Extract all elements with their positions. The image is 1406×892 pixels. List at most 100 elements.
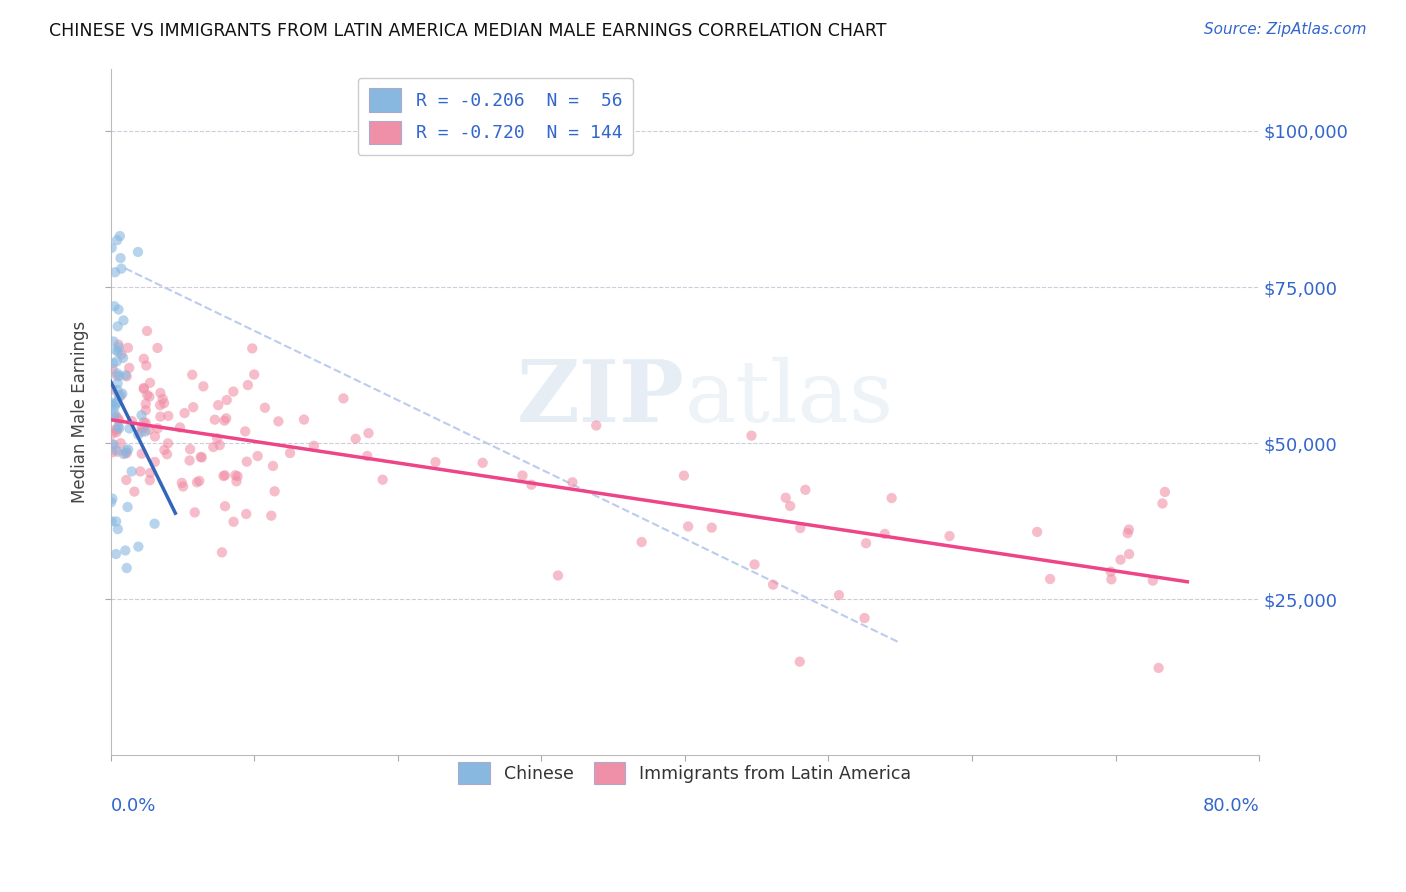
Point	[132, 351, 155, 366]
Point	[184, 505, 207, 519]
Point	[181, 368, 204, 382]
Point	[278, 446, 301, 460]
Point	[132, 420, 155, 434]
Point	[110, 261, 132, 276]
Point	[561, 475, 583, 490]
Point	[215, 411, 238, 425]
Point	[212, 469, 235, 483]
Point	[101, 445, 124, 459]
Point	[246, 449, 269, 463]
Point	[105, 547, 128, 561]
Point	[131, 447, 153, 461]
Point	[332, 392, 354, 406]
Point	[132, 415, 155, 429]
Point	[202, 440, 225, 454]
Point	[676, 519, 699, 533]
Point	[179, 453, 201, 467]
Point	[191, 450, 214, 465]
Point	[115, 443, 138, 458]
Point	[775, 491, 797, 505]
Point	[215, 392, 238, 407]
Point	[108, 414, 131, 428]
Point	[107, 420, 129, 434]
Point	[110, 347, 132, 361]
Point	[107, 522, 129, 536]
Point	[779, 499, 801, 513]
Point	[112, 313, 135, 327]
Point	[103, 409, 125, 424]
Point	[136, 324, 159, 338]
Point	[344, 432, 367, 446]
Point	[371, 473, 394, 487]
Point	[149, 386, 172, 401]
Point	[235, 507, 257, 521]
Point	[100, 495, 122, 509]
Point	[117, 500, 139, 514]
Point	[188, 474, 211, 488]
Point	[104, 265, 127, 279]
Point	[1147, 661, 1170, 675]
Point	[115, 473, 138, 487]
Point	[253, 401, 276, 415]
Point	[103, 406, 125, 420]
Point	[104, 397, 127, 411]
Point	[124, 484, 146, 499]
Point	[105, 442, 128, 457]
Point	[101, 491, 124, 506]
Point	[1099, 565, 1122, 579]
Point	[794, 483, 817, 497]
Point	[157, 409, 180, 423]
Point	[744, 558, 766, 572]
Point	[136, 388, 159, 402]
Point	[108, 369, 131, 384]
Point	[1118, 547, 1140, 561]
Point	[1099, 572, 1122, 586]
Point	[1039, 572, 1062, 586]
Point	[880, 491, 903, 505]
Point	[107, 302, 129, 317]
Point	[105, 354, 128, 368]
Point	[152, 392, 174, 406]
Point	[173, 406, 195, 420]
Point	[100, 515, 122, 529]
Point	[110, 388, 132, 402]
Point	[222, 384, 245, 399]
Point	[127, 540, 149, 554]
Point	[132, 381, 155, 395]
Point	[156, 447, 179, 461]
Point	[179, 442, 201, 457]
Point	[131, 408, 153, 422]
Point	[103, 334, 125, 349]
Point	[107, 344, 129, 359]
Point	[425, 455, 447, 469]
Point	[214, 500, 236, 514]
Point	[153, 396, 176, 410]
Point	[105, 422, 128, 436]
Point	[107, 319, 129, 334]
Point	[214, 414, 236, 428]
Point	[139, 466, 162, 480]
Point	[1109, 552, 1132, 566]
Point	[1116, 526, 1139, 541]
Point	[129, 465, 152, 479]
Point	[103, 299, 125, 313]
Point	[105, 425, 128, 440]
Point	[226, 469, 249, 483]
Point	[135, 359, 157, 373]
Point	[520, 477, 543, 491]
Point	[740, 428, 762, 442]
Point	[205, 431, 228, 445]
Point	[105, 515, 128, 529]
Text: 80.0%: 80.0%	[1202, 797, 1260, 814]
Point	[127, 244, 149, 259]
Point	[214, 468, 236, 483]
Point	[143, 429, 166, 443]
Point	[828, 588, 851, 602]
Point	[107, 444, 129, 458]
Text: atlas: atlas	[685, 357, 894, 440]
Point	[112, 447, 135, 461]
Point	[108, 421, 131, 435]
Point	[240, 342, 263, 356]
Point	[127, 427, 149, 442]
Point	[118, 360, 141, 375]
